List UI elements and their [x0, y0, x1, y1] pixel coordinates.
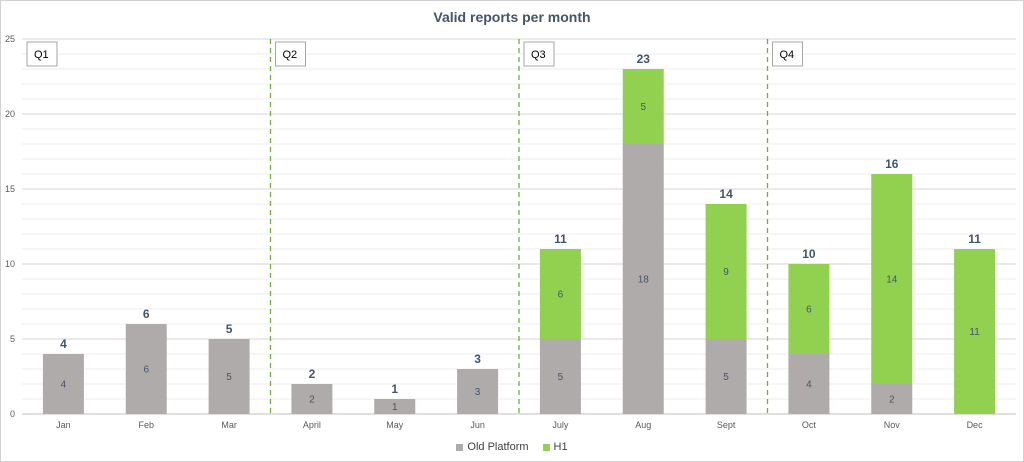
x-tick-label: Mar [221, 420, 237, 430]
chart-title: Valid reports per month [433, 9, 591, 25]
quarter-label: Q1 [34, 49, 49, 61]
bar-total-label: 6 [143, 307, 150, 321]
bar-total-label: 23 [637, 52, 651, 66]
y-tick-label: 0 [10, 409, 15, 419]
x-tick-label: May [386, 420, 404, 430]
bar-old-platform [622, 144, 664, 414]
quarter-label: Q2 [283, 49, 298, 61]
bar-value-label: 18 [638, 275, 650, 286]
quarter-label-box [26, 41, 58, 67]
bar-old-platform [42, 354, 84, 414]
bar-total-label: 11 [968, 232, 981, 246]
bar-h1 [622, 69, 664, 144]
bar-value-label: 9 [723, 267, 729, 278]
y-tick-label: 20 [5, 109, 15, 119]
x-tick-label: April [303, 420, 321, 430]
bar-old-platform [788, 354, 830, 414]
bar-old-platform [125, 324, 167, 414]
bar-value-label: 4 [806, 380, 812, 391]
bar-old-platform [374, 399, 416, 414]
bar-value-label: 5 [640, 102, 646, 113]
bar-value-label: 5 [226, 372, 232, 383]
x-tick-label: Oct [802, 420, 817, 430]
x-tick-label: Nov [884, 420, 901, 430]
quarter-label-box [275, 41, 306, 67]
bar-h1 [871, 174, 913, 384]
bar-value-label: 14 [886, 275, 898, 286]
bar-h1 [954, 249, 996, 414]
quarter-label: Q3 [531, 49, 546, 61]
bar-old-platform [871, 384, 913, 414]
bar-h1 [788, 264, 830, 354]
bar-value-label: 2 [309, 395, 315, 406]
bar-value-label: 6 [806, 305, 812, 316]
bar-value-label: 2 [889, 395, 895, 406]
legend-swatch-h1 [542, 443, 550, 451]
bar-total-label: 14 [719, 187, 733, 201]
y-tick-label: 10 [5, 259, 15, 269]
bar-value-label: 4 [61, 380, 67, 391]
x-tick-label: Sept [717, 420, 736, 430]
x-tick-label: Feb [138, 420, 154, 430]
bar-old-platform [457, 369, 499, 414]
bar-old-platform [539, 339, 581, 414]
bar-old-platform [705, 339, 747, 414]
bar-total-label: 5 [226, 322, 233, 336]
bar-total-label: 10 [802, 247, 816, 261]
bar-value-label: 5 [558, 372, 564, 383]
bar-old-platform [208, 339, 250, 414]
bar-value-label: 3 [475, 387, 481, 398]
legend-label-h1: H1 [553, 441, 568, 453]
legend-item-old-platform: Old Platform [456, 441, 529, 453]
y-tick-label: 25 [5, 34, 15, 44]
bar-value-label: 1 [392, 402, 398, 413]
bar-value-label: 6 [143, 365, 149, 376]
x-tick-label: Aug [635, 420, 651, 430]
legend-item-h1: H1 [542, 441, 568, 453]
legend-swatch-old-platform [456, 443, 464, 451]
quarter-label-box [772, 41, 803, 67]
y-tick-label: 5 [10, 334, 15, 344]
bar-total-label: 1 [391, 382, 398, 396]
bar-value-label: 6 [558, 290, 564, 301]
x-tick-label: Jun [470, 420, 485, 430]
x-tick-label: July [552, 420, 569, 430]
y-tick-label: 15 [5, 184, 15, 194]
quarter-label: Q4 [780, 49, 795, 61]
quarter-label-box [523, 41, 555, 67]
bar-h1 [705, 204, 747, 339]
bar-old-platform [291, 384, 333, 414]
chart-legend: Old Platform H1 [0, 441, 1024, 453]
bar-value-label: 5 [723, 372, 729, 383]
bar-total-label: 3 [474, 352, 481, 366]
bar-value-label: 11 [969, 327, 980, 338]
x-tick-label: Dec [967, 420, 984, 430]
bar-h1 [539, 249, 581, 339]
bar-total-label: 11 [554, 232, 567, 246]
legend-label-old-platform: Old Platform [467, 441, 529, 453]
bar-total-label: 2 [309, 367, 316, 381]
bar-total-label: 4 [60, 337, 67, 351]
x-tick-label: Jan [56, 420, 71, 430]
bar-total-label: 16 [885, 157, 899, 171]
